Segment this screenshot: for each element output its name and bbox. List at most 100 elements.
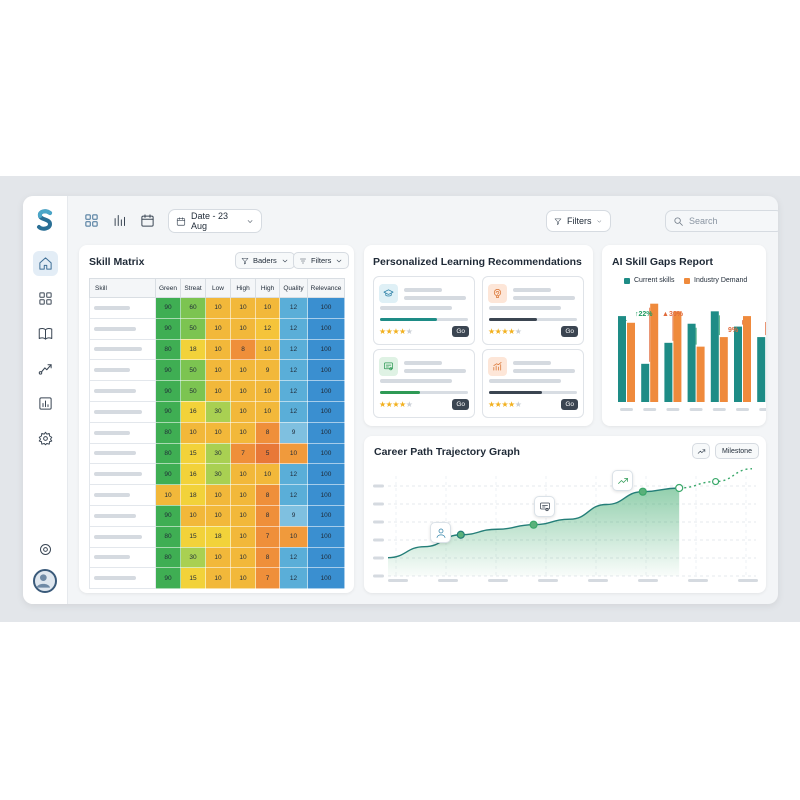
matrix-cell: 18 <box>205 525 231 548</box>
matrix-cell: 12 <box>279 380 308 402</box>
table-row[interactable]: 80 15 18 10 7 10 100 <box>89 525 345 548</box>
column-header[interactable]: Skill <box>89 278 156 298</box>
matrix-cell: 16 <box>180 463 206 486</box>
column-header[interactable]: Low <box>205 278 231 298</box>
filters-button[interactable]: Filters <box>546 210 611 232</box>
recommendation-card[interactable]: ★★★★★ Go <box>373 349 475 418</box>
matrix-cell: 90 <box>155 567 181 590</box>
bar-industry-demand <box>650 303 659 402</box>
matrix-cell: 10 <box>205 380 231 402</box>
rating-stars: ★★★★★ <box>488 400 522 409</box>
matrix-cell: 10 <box>230 400 256 423</box>
table-row[interactable]: 90 16 30 10 10 12 100 <box>89 400 345 423</box>
go-button[interactable]: Go <box>452 326 469 337</box>
chevron-down-icon <box>597 219 602 223</box>
table-row[interactable]: 90 50 10 10 10 12 100 <box>89 380 345 402</box>
x-tick-placeholder <box>588 579 608 582</box>
column-header[interactable]: Relevance <box>307 278 345 298</box>
skill-matrix-body: 90 60 10 10 10 12 100 90 50 10 10 12 12 100 80 18 10 8 10 1… <box>89 297 345 590</box>
table-row[interactable]: 10 18 10 10 8 12 100 <box>89 484 345 506</box>
matrix-cell: 5 <box>255 442 280 465</box>
bar-current-skills <box>710 311 719 402</box>
table-row[interactable]: 80 18 10 8 10 12 100 <box>89 338 345 361</box>
column-header[interactable]: Green <box>155 278 181 298</box>
milestone-point[interactable] <box>456 530 465 539</box>
column-header[interactable]: Streat <box>180 278 206 298</box>
user-icon[interactable] <box>430 522 451 543</box>
recommendation-card[interactable]: ★★★★★ Go <box>482 276 584 345</box>
sidebar-item-report[interactable] <box>33 391 58 416</box>
recommendation-card[interactable]: ★★★★★ Go <box>482 349 584 418</box>
table-row[interactable]: 90 15 10 10 7 12 100 <box>89 567 345 590</box>
column-header[interactable]: High <box>230 278 256 298</box>
help-button[interactable] <box>33 537 58 562</box>
recommendation-card[interactable]: ★★★★★ Go <box>373 276 475 345</box>
matrix-cell: 8 <box>255 504 280 527</box>
sidebar-item-grid[interactable] <box>33 286 58 311</box>
matrix-filters-label: Filters <box>311 256 332 265</box>
sidebar-item-settings[interactable] <box>33 426 58 451</box>
date-picker[interactable]: Date - 23 Aug <box>168 209 262 233</box>
bar-current-skills <box>734 326 742 402</box>
matrix-cell: 10 <box>205 317 231 340</box>
matrix-cell: 100 <box>307 338 345 361</box>
matrix-cell: 10 <box>255 463 280 486</box>
table-row[interactable]: 90 16 30 10 10 12 100 <box>89 463 345 486</box>
x-tick-placeholder <box>759 408 766 411</box>
trend-up-icon[interactable] <box>612 470 633 491</box>
sidebar-item-book[interactable] <box>33 321 58 346</box>
skill-placeholder <box>94 347 142 352</box>
rating-stars: ★★★★★ <box>379 327 413 336</box>
go-button[interactable]: Go <box>561 399 578 410</box>
chart-view-button[interactable] <box>110 211 128 229</box>
milestone-point[interactable] <box>529 520 538 529</box>
calendar-button[interactable] <box>138 211 156 229</box>
matrix-cell: 12 <box>279 463 308 486</box>
matrix-cell: 10 <box>180 504 206 527</box>
go-button[interactable]: Go <box>452 399 469 410</box>
skill-placeholder <box>94 513 136 518</box>
skill-matrix-card: Skill Matrix Baders Filters Skill Green … <box>79 245 354 593</box>
dashboard-view-button[interactable] <box>82 211 100 229</box>
matrix-cell: 80 <box>155 525 181 548</box>
gear-icon <box>38 431 53 446</box>
table-row[interactable]: 90 50 10 10 12 12 100 <box>89 317 345 340</box>
skill-placeholder <box>94 493 130 498</box>
skill-placeholder <box>94 534 142 539</box>
milestone-point[interactable] <box>638 487 647 496</box>
matrix-cell: 10 <box>205 484 231 506</box>
milestone-point[interactable] <box>675 483 684 493</box>
x-tick-placeholder <box>738 579 758 582</box>
brain-icon <box>488 284 507 303</box>
table-row[interactable]: 80 10 10 10 8 9 100 <box>89 421 345 444</box>
go-button[interactable]: Go <box>561 326 578 337</box>
matrix-cell: 90 <box>155 400 181 423</box>
table-row[interactable]: 80 30 10 10 8 12 100 <box>89 546 345 569</box>
sidebar-item-home[interactable] <box>33 251 58 276</box>
progress-bar <box>489 391 577 394</box>
table-row[interactable]: 80 15 30 7 5 10 100 <box>89 442 345 465</box>
matrix-cell: 90 <box>155 359 181 382</box>
table-row[interactable]: 90 10 10 10 8 9 100 <box>89 504 345 527</box>
milestone-button[interactable]: Milestone <box>715 443 759 459</box>
filter-icon <box>241 257 249 264</box>
sort-dropdown[interactable]: Baders <box>235 252 295 269</box>
table-row[interactable]: 90 50 10 10 9 12 100 <box>89 359 345 382</box>
matrix-cell: 9 <box>255 359 280 382</box>
trend-toggle-button[interactable] <box>692 443 710 459</box>
certificate-icon[interactable] <box>534 496 555 517</box>
table-row[interactable]: 90 60 10 10 10 12 100 <box>89 297 345 319</box>
progress-fill <box>489 318 538 321</box>
matrix-cell: 50 <box>180 359 206 382</box>
search-input[interactable]: Search <box>665 210 778 232</box>
column-header[interactable]: High <box>255 278 280 298</box>
column-header[interactable]: Quality <box>279 278 308 298</box>
sidebar-item-trend[interactable] <box>33 356 58 381</box>
skill-matrix-title: Skill Matrix <box>89 256 145 268</box>
avatar[interactable] <box>33 569 57 593</box>
matrix-cell: 12 <box>279 359 308 382</box>
bar-industry-demand <box>627 322 635 402</box>
milestone-point[interactable] <box>712 477 720 486</box>
matrix-cell: 50 <box>180 380 206 402</box>
matrix-filters-dropdown[interactable]: Filters <box>293 252 350 269</box>
